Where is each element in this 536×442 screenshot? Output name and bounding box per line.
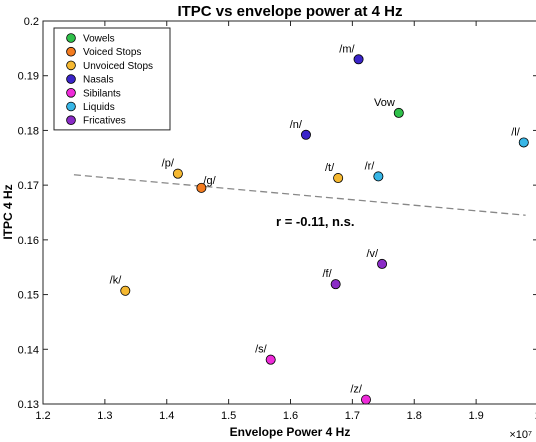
point-label: /k/	[110, 275, 123, 287]
legend-entry: Liquids	[83, 102, 115, 113]
fit-line-layer	[73, 174, 526, 216]
legend-marker	[66, 88, 76, 98]
data-point	[377, 258, 388, 269]
legend-marker	[66, 33, 76, 43]
point-label: /n/	[290, 119, 303, 131]
data-point	[518, 137, 529, 148]
correlation-annotation: r = -0.11, n.s.	[276, 214, 354, 229]
x-tick-label: 1.2	[35, 410, 50, 422]
y-tick-label: 0.15	[18, 290, 39, 302]
point-label: /t/	[325, 162, 335, 174]
y-tick-label: 0.18	[18, 125, 39, 137]
legend-marker	[66, 46, 76, 57]
x-tick-label: 1.3	[97, 410, 112, 422]
x-tick-label: 1.6	[283, 410, 298, 422]
y-tick-label: 0.2	[24, 16, 39, 28]
x-tick-label: 1.9	[468, 410, 483, 422]
x-ticks: 1.2 1.3 1.4 1.5 1.6 1.7 1.8 1.9 2	[35, 21, 536, 422]
data-point	[330, 279, 341, 290]
data-point	[393, 107, 404, 118]
legend-entry: Sibilants	[83, 88, 121, 99]
data-point	[333, 173, 344, 184]
data-point	[196, 182, 207, 193]
point-label: /m/	[339, 43, 355, 55]
point-label: /p/	[162, 158, 175, 170]
legend-entry: Fricatives	[83, 116, 126, 127]
point-label: /r/	[365, 160, 376, 172]
legend-marker	[66, 115, 76, 125]
y-ticks: 0.13 0.14 0.15 0.16 0.17 0.18 0.19 0.2	[18, 16, 536, 411]
point-label: /v/	[366, 248, 379, 260]
x-tick-label: 2	[535, 410, 536, 422]
data-point	[353, 54, 364, 65]
legend-marker	[66, 74, 76, 84]
x-tick-label: 1.5	[221, 410, 236, 422]
legend-entry: Unvoiced Stops	[83, 61, 153, 72]
chart-title: ITPC vs envelope power at 4 Hz	[177, 3, 402, 20]
x-tick-label: 1.7	[345, 410, 360, 422]
legend: Vowels Voiced Stops Unvoiced Stops Nasals Si…	[53, 27, 171, 131]
y-axis-label: ITPC 4 Hz	[1, 184, 15, 239]
y-tick-label: 0.19	[18, 71, 39, 83]
point-label: /g/	[203, 175, 216, 187]
legend-entry: Vowels	[83, 34, 115, 45]
x-tick-label: 1.4	[159, 410, 174, 422]
data-point	[360, 394, 371, 405]
data-point	[373, 171, 384, 182]
data-point	[172, 168, 183, 179]
y-tick-label: 0.16	[18, 235, 39, 247]
data-point	[120, 285, 131, 296]
data-points: Vow/m/ /n/ /l/ /r/ /t/ /p/ /g/ /k/ /v/ /f/ /s/ /z/	[110, 43, 529, 405]
x-tick-label: 1.8	[407, 410, 422, 422]
point-label: /l/	[511, 126, 521, 138]
y-tick-label: 0.14	[18, 344, 39, 356]
data-point	[265, 354, 276, 365]
y-tick-label: 0.17	[18, 180, 39, 192]
regression-fit-line	[73, 174, 526, 216]
x-exponent-label: ×10⁷	[509, 429, 532, 441]
legend-marker	[66, 60, 76, 71]
point-label: /f/	[322, 268, 332, 280]
point-label: /s/	[255, 344, 268, 356]
legend-entry: Voiced Stops	[83, 47, 141, 58]
data-point	[300, 129, 311, 140]
legend-entry: Nasals	[83, 75, 114, 86]
point-label: /z/	[350, 384, 363, 396]
legend-marker	[66, 101, 76, 112]
y-tick-label: 0.13	[18, 399, 39, 411]
x-axis-label: Envelope Power 4 Hz	[230, 425, 351, 439]
point-label: Vow	[374, 97, 395, 109]
